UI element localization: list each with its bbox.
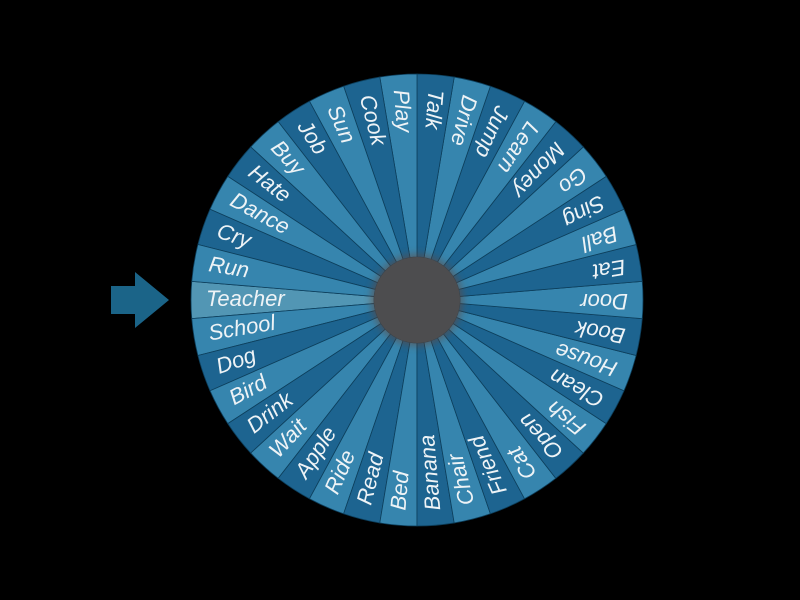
svg-text:Teacher: Teacher [206, 286, 286, 311]
svg-text:Play: Play [389, 89, 418, 136]
svg-text:Bed: Bed [385, 469, 413, 511]
svg-text:Talk: Talk [420, 89, 448, 131]
svg-text:Door: Door [579, 289, 628, 314]
